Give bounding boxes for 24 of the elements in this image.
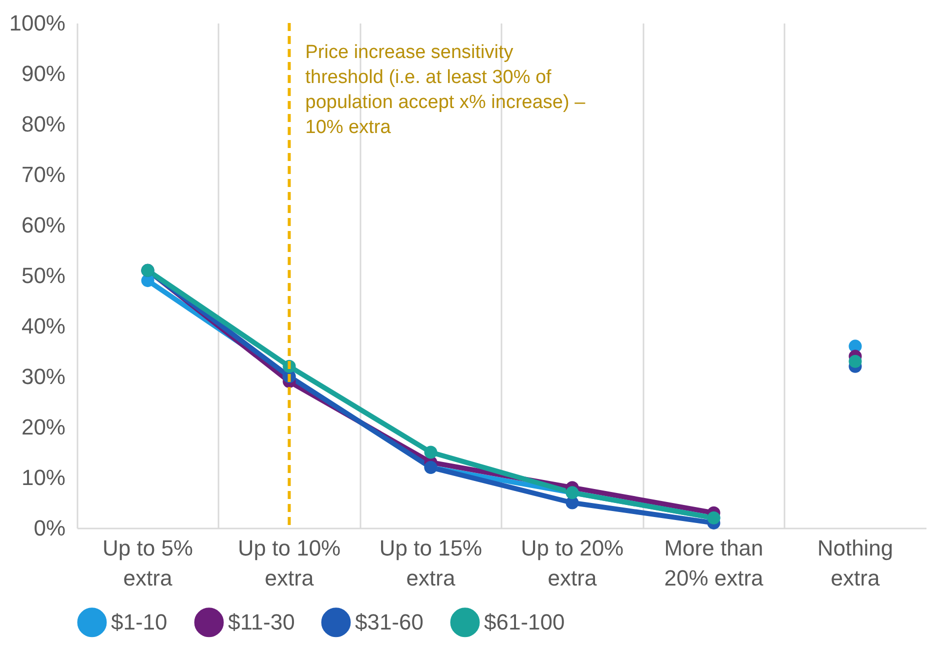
- x-tick-label: Up to 5% extra: [102, 536, 193, 590]
- legend-label: $1-10: [111, 609, 168, 634]
- legend-label: $61-100: [484, 609, 565, 634]
- y-tick-label: 90%: [21, 61, 66, 86]
- y-tick-label: 60%: [21, 212, 66, 238]
- point: [848, 354, 862, 368]
- x-tick-label: Up to 10% extra: [238, 536, 341, 590]
- y-tick-label: 20%: [21, 414, 66, 440]
- y-tick-label: 30%: [21, 364, 66, 389]
- point: [424, 446, 438, 459]
- x-tick-label: Up to 15% extra: [379, 536, 482, 590]
- y-tick-label: 100%: [9, 10, 66, 36]
- x-tick-label: More than 20% extra: [664, 536, 764, 590]
- y-tick-label: 40%: [21, 314, 66, 338]
- legend-label: $11-30: [228, 609, 295, 634]
- x-tick-label: Nothing extra: [817, 536, 894, 590]
- y-tick-label: 10%: [21, 465, 66, 490]
- legend-label: $31-60: [355, 609, 424, 634]
- y-tick-label: 50%: [21, 263, 66, 288]
- y-tick-label: 80%: [21, 112, 66, 136]
- x-tick-label: Up to 20% extra: [520, 536, 624, 590]
- ref-line-label: Price increase sensitivity threshold (i.e. at least 30% of population accept x% increase) – 10% extra: [305, 42, 586, 138]
- y-tick-label: 0%: [34, 516, 66, 540]
- y-tick-label: 70%: [21, 162, 66, 187]
